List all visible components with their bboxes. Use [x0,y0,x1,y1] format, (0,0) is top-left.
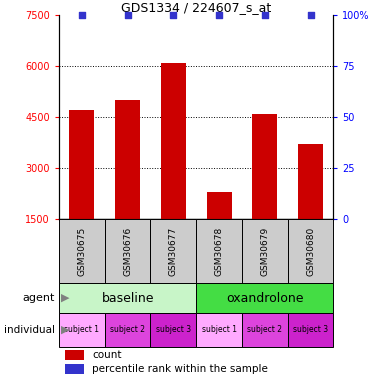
Bar [105,313,150,347]
Bar [150,219,196,283]
Bar [196,313,242,347]
Text: subject 2: subject 2 [110,326,145,334]
Bar [64,364,84,374]
Bar [59,283,196,313]
Point [170,12,176,18]
Text: ▶: ▶ [61,293,69,303]
Point [79,12,85,18]
Point [262,12,268,18]
Point [125,12,131,18]
Text: ▶: ▶ [61,325,69,335]
Bar [196,219,242,283]
Bar [105,219,150,283]
Bar [252,114,277,219]
Text: subject 2: subject 2 [247,326,282,334]
Bar [298,144,323,219]
Text: GSM30676: GSM30676 [123,226,132,276]
Text: percentile rank within the sample: percentile rank within the sample [92,364,268,374]
Text: GSM30680: GSM30680 [306,226,315,276]
Bar [64,350,84,360]
Text: agent: agent [23,293,55,303]
Title: GDS1334 / 224607_s_at: GDS1334 / 224607_s_at [121,1,271,14]
Point [216,12,222,18]
Text: oxandrolone: oxandrolone [226,292,304,304]
Bar [288,219,333,283]
Text: subject 1: subject 1 [64,326,99,334]
Text: subject 3: subject 3 [293,326,328,334]
Text: GSM30675: GSM30675 [77,226,86,276]
Bar [207,192,232,219]
Bar [196,283,333,313]
Text: subject 3: subject 3 [156,326,191,334]
Text: individual: individual [4,325,55,335]
Bar [59,313,105,347]
Bar [115,100,140,219]
Text: GSM30677: GSM30677 [169,226,178,276]
Bar [242,219,288,283]
Text: baseline: baseline [101,292,154,304]
Text: GSM30679: GSM30679 [260,226,269,276]
Bar [69,110,94,219]
Bar [59,219,105,283]
Text: subject 1: subject 1 [202,326,237,334]
Bar [242,313,288,347]
Bar [150,313,196,347]
Text: GSM30678: GSM30678 [215,226,224,276]
Point [307,12,314,18]
Bar [161,63,186,219]
Text: count: count [92,350,122,360]
Bar [288,313,333,347]
